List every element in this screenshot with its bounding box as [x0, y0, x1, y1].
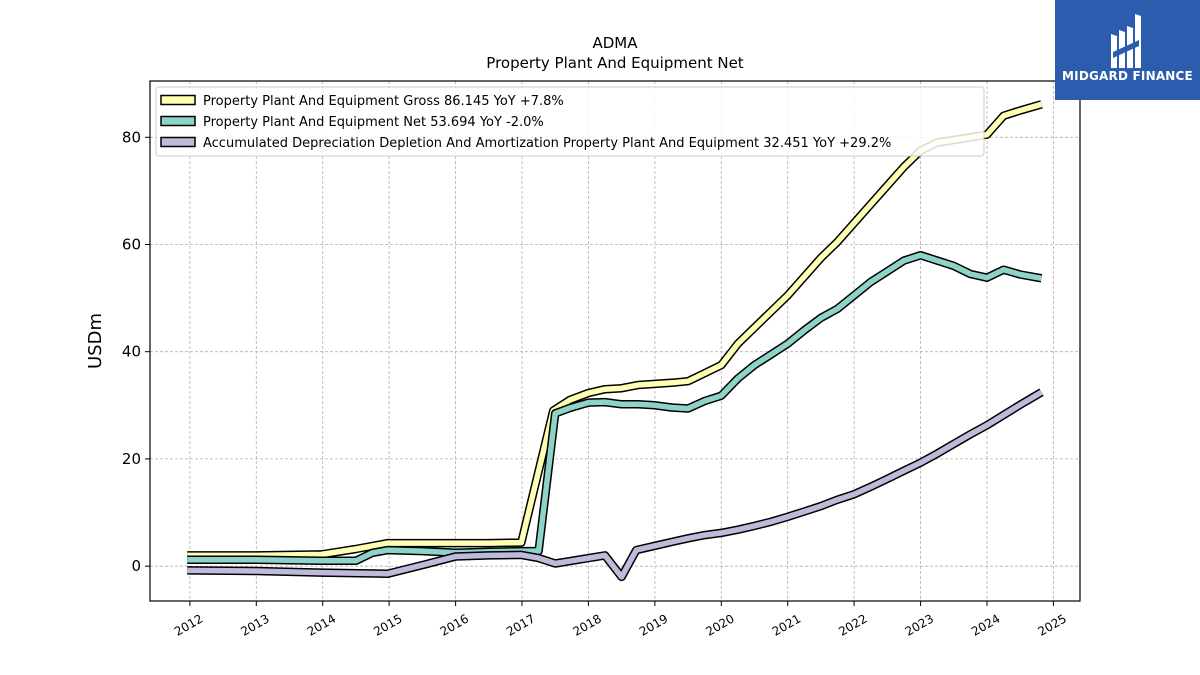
legend: Property Plant And Equipment Gross 86.14…	[155, 86, 985, 157]
series-line-fill	[187, 101, 1043, 559]
series-lines	[187, 100, 1044, 582]
legend-box	[155, 86, 985, 157]
legend-entry: Property Plant And Equipment Gross 86.14…	[160, 94, 564, 109]
x-tick-label: 2017	[504, 611, 537, 638]
series-line-outline	[187, 388, 1044, 582]
y-axis: 0 20 40 60 80	[122, 128, 150, 575]
x-tick-label: 2015	[371, 611, 404, 638]
series-line-outline	[187, 100, 1043, 560]
series-line-outline	[187, 250, 1043, 566]
midgard-logo-icon	[1111, 14, 1141, 68]
x-tick-label: 2016	[438, 611, 471, 638]
x-tick-label: 2019	[637, 611, 670, 638]
x-tick-label: 2021	[770, 611, 803, 638]
series-2-line	[187, 388, 1044, 582]
x-axis: 2012 2013 2014 2015 2016 2017 2018 2019 2020 2021…	[172, 601, 1069, 639]
x-tick-label: 2024	[969, 611, 1002, 638]
grid	[150, 81, 1080, 601]
legend-label: Accumulated Depreciation Depletion And A…	[203, 136, 891, 151]
legend-swatch	[160, 94, 196, 106]
x-tick-label: 2014	[305, 611, 338, 638]
x-tick-label: 2020	[703, 611, 736, 638]
chart-title: ADMA	[592, 34, 638, 52]
series-line-fill	[187, 252, 1042, 564]
y-tick-label: 40	[122, 343, 141, 361]
y-tick-label: 0	[131, 557, 141, 575]
legend-entry: Accumulated Depreciation Depletion And A…	[160, 136, 891, 151]
x-tick-label: 2012	[172, 611, 205, 638]
legend-label: Property Plant And Equipment Net 53.694 …	[203, 115, 544, 130]
legend-swatch	[160, 115, 196, 127]
midgard-finance-logo: MIDGARD FINANCE	[1055, 0, 1200, 100]
x-tick-label: 2022	[836, 611, 869, 638]
legend-label: Property Plant And Equipment Gross 86.14…	[203, 94, 564, 109]
y-axis-label: USDm	[85, 313, 106, 369]
legend-entry: Property Plant And Equipment Net 53.694 …	[160, 115, 544, 130]
x-tick-label: 2018	[570, 611, 603, 638]
x-tick-label: 2023	[903, 611, 936, 638]
chart-subtitle: Property Plant And Equipment Net	[486, 54, 743, 72]
series-line-fill	[187, 389, 1043, 580]
legend-swatch	[160, 136, 196, 148]
y-tick-label: 60	[122, 236, 141, 254]
y-tick-label: 20	[122, 450, 141, 468]
x-tick-label: 2013	[238, 611, 271, 638]
logo-text: MIDGARD FINANCE	[1062, 69, 1193, 83]
plot-frame	[149, 80, 1081, 602]
series-0-line	[187, 100, 1043, 560]
y-tick-label: 80	[122, 128, 141, 146]
series-1-line	[187, 250, 1043, 566]
x-tick-label: 2025	[1035, 611, 1068, 638]
